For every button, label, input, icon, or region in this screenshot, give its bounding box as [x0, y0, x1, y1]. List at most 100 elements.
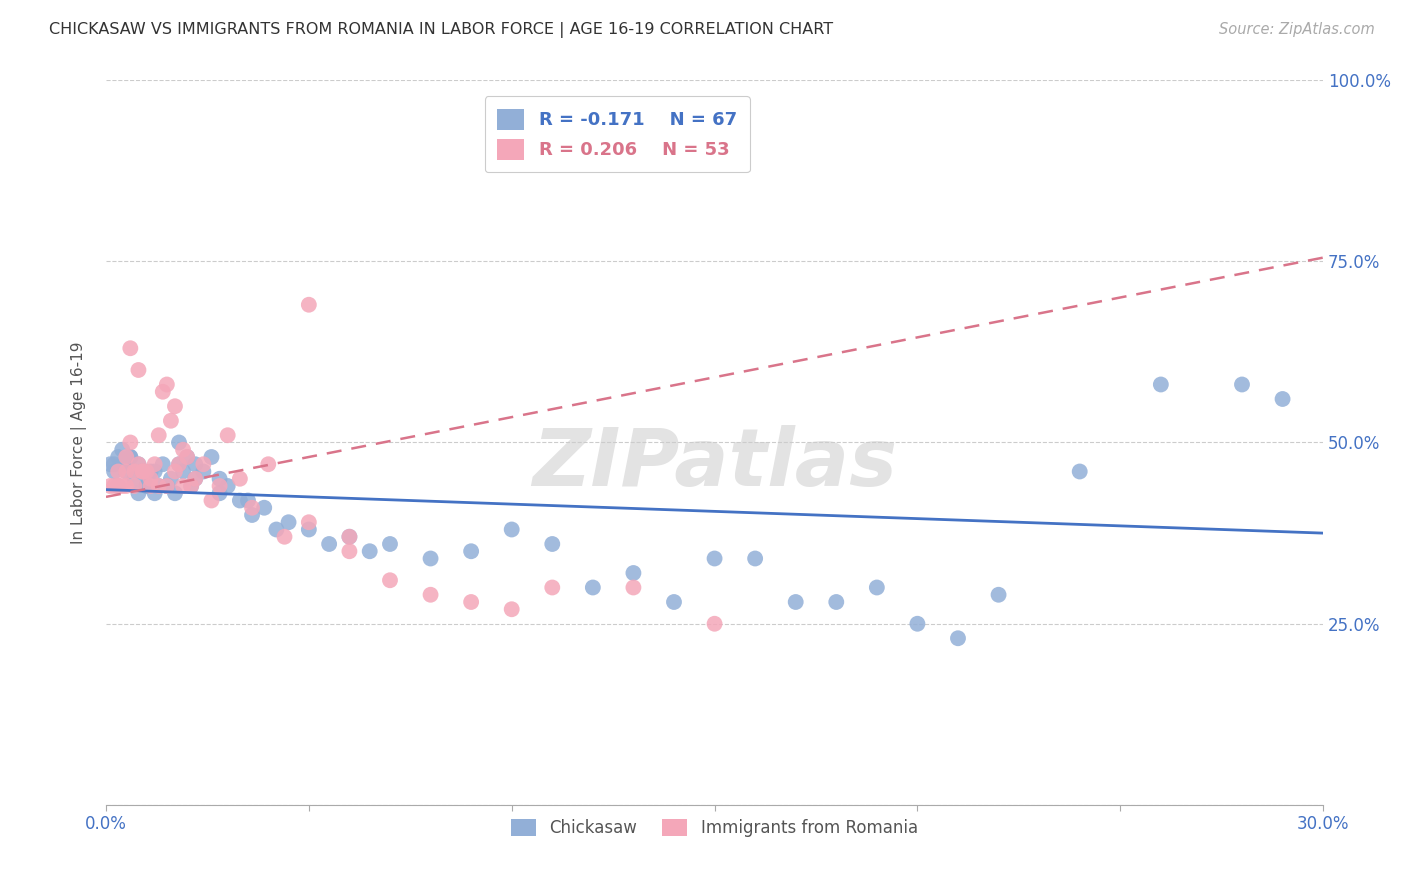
Point [143, 465, 166, 479]
Point [131, 465, 153, 479]
Point [160, 472, 183, 486]
Point [184, 472, 207, 486]
Legend: Chickasaw, Immigrants from Romania: Chickasaw, Immigrants from Romania [505, 813, 925, 844]
Point [541, 581, 564, 595]
Point [107, 479, 129, 493]
Point [163, 399, 186, 413]
Point [744, 551, 766, 566]
Point [541, 537, 564, 551]
Point [419, 588, 441, 602]
Point [172, 479, 194, 493]
Point [866, 581, 889, 595]
Point [131, 465, 153, 479]
Point [1069, 465, 1091, 479]
Point [120, 450, 142, 464]
Point [339, 530, 361, 544]
Point [124, 465, 146, 479]
Point [662, 595, 685, 609]
Point [180, 479, 202, 493]
Point [124, 479, 146, 493]
Point [98, 479, 121, 493]
Point [143, 486, 166, 500]
Point [987, 588, 1010, 602]
Point [184, 457, 207, 471]
Point [1271, 392, 1294, 406]
Point [825, 595, 848, 609]
Text: Source: ZipAtlas.com: Source: ZipAtlas.com [1219, 22, 1375, 37]
Point [460, 544, 482, 558]
Point [127, 486, 149, 500]
Point [785, 595, 807, 609]
Point [139, 465, 162, 479]
Point [582, 581, 605, 595]
Point [298, 298, 321, 312]
Point [135, 465, 157, 479]
Point [156, 479, 179, 493]
Point [501, 602, 523, 616]
Point [172, 442, 194, 457]
Point [107, 450, 129, 464]
Point [135, 479, 157, 493]
Point [120, 435, 142, 450]
Point [163, 486, 186, 500]
Point [703, 616, 725, 631]
Point [103, 457, 125, 471]
Text: ZIPatlas: ZIPatlas [531, 425, 897, 503]
Point [156, 479, 179, 493]
Point [217, 428, 239, 442]
Point [131, 465, 153, 479]
Point [253, 500, 276, 515]
Point [359, 544, 381, 558]
Point [148, 479, 170, 493]
Point [277, 515, 299, 529]
Point [623, 566, 645, 580]
Point [167, 457, 190, 471]
Point [208, 472, 231, 486]
Point [200, 493, 222, 508]
Point [124, 472, 146, 486]
Point [156, 479, 179, 493]
Point [184, 472, 207, 486]
Point [229, 493, 252, 508]
Point [298, 523, 321, 537]
Point [148, 479, 170, 493]
Text: CHICKASAW VS IMMIGRANTS FROM ROMANIA IN LABOR FORCE | AGE 16-19 CORRELATION CHAR: CHICKASAW VS IMMIGRANTS FROM ROMANIA IN … [49, 22, 834, 38]
Point [318, 537, 340, 551]
Point [193, 457, 215, 471]
Point [111, 479, 134, 493]
Point [501, 523, 523, 537]
Point [98, 457, 121, 471]
Point [139, 479, 162, 493]
Point [273, 530, 295, 544]
Point [298, 515, 321, 529]
Point [180, 479, 202, 493]
Point [135, 479, 157, 493]
Point [176, 450, 198, 464]
Point [200, 450, 222, 464]
Point [217, 479, 239, 493]
Point [907, 616, 929, 631]
Point [946, 632, 969, 646]
Point [127, 457, 149, 471]
Point [257, 457, 280, 471]
Point [208, 486, 231, 500]
Point [111, 457, 134, 471]
Point [103, 465, 125, 479]
Point [167, 435, 190, 450]
Point [127, 457, 149, 471]
Point [167, 457, 190, 471]
Point [152, 457, 174, 471]
Point [623, 581, 645, 595]
Point [115, 465, 138, 479]
Point [339, 530, 361, 544]
Point [229, 472, 252, 486]
Point [143, 457, 166, 471]
Point [266, 523, 288, 537]
Point [152, 384, 174, 399]
Point [378, 537, 401, 551]
Point [103, 479, 125, 493]
Point [115, 450, 138, 464]
Point [115, 465, 138, 479]
Point [107, 479, 129, 493]
Point [236, 493, 259, 508]
